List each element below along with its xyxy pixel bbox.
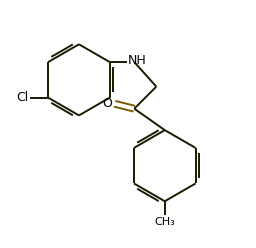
Text: O: O — [102, 97, 112, 110]
Text: Cl: Cl — [16, 91, 29, 104]
Text: CH₃: CH₃ — [154, 217, 175, 227]
Text: NH: NH — [128, 54, 147, 67]
